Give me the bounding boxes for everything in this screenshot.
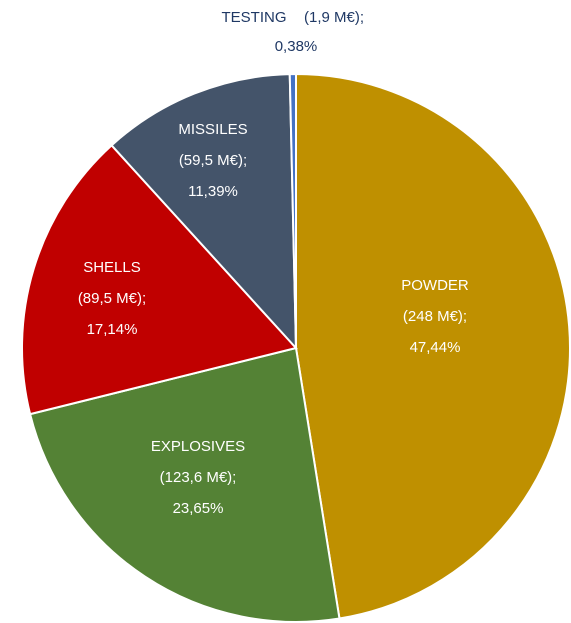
slice-value-label: (1,9 M€); xyxy=(304,9,364,26)
pie-slice xyxy=(21,143,298,416)
slice-percent-label: 11,39% xyxy=(188,183,238,200)
slice-value-label: (89,5 M€); xyxy=(78,290,146,307)
slice-percent-label: 0,38% xyxy=(275,38,318,55)
slice-percent-label: 17,14% xyxy=(87,321,138,338)
pie-slice xyxy=(295,72,571,620)
slice-label: SHELLS xyxy=(83,259,141,276)
slice-percent-label: 47,44% xyxy=(410,339,461,356)
slice-label: MISSILES xyxy=(178,121,247,138)
slice-value-label: (248 M€); xyxy=(403,308,467,325)
slice-value-label: (123,6 M€); xyxy=(160,469,237,486)
slice-percent-label: 23,65% xyxy=(173,500,224,517)
slice-value-label: (59,5 M€); xyxy=(179,152,247,169)
pie-slice xyxy=(288,72,297,349)
pie-slice xyxy=(28,346,341,623)
slice-label: TESTING xyxy=(221,9,286,26)
slice-label: POWDER xyxy=(401,277,469,294)
pie-slice xyxy=(110,73,298,351)
slice-label: EXPLOSIVES xyxy=(151,438,245,455)
